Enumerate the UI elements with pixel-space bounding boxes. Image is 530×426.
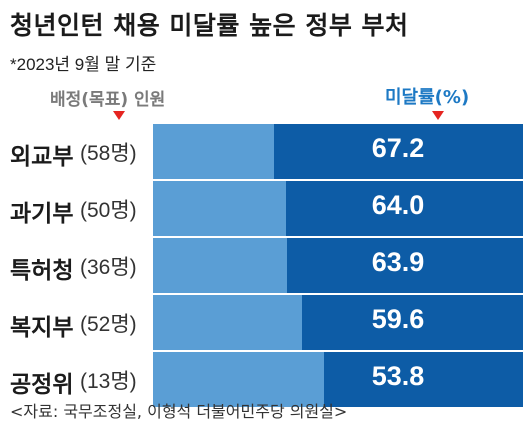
bar	[287, 238, 523, 293]
bar	[286, 181, 523, 236]
quota-label: (13명)	[80, 370, 137, 393]
bar	[274, 124, 523, 179]
data-label: 63.9	[371, 247, 425, 277]
source-note: <자료: 국무조정실, 이형석 더불어민주당 의원실>	[10, 402, 348, 421]
category-label: 복지부	[10, 315, 74, 341]
bar-track: 67.2	[153, 124, 523, 179]
rate-column-header: 미달률(%)	[385, 87, 470, 108]
data-label: 64.0	[371, 190, 425, 220]
quota-label: (50명)	[80, 199, 137, 222]
quota-label: (52명)	[80, 313, 137, 336]
bar-track: 53.8	[153, 352, 523, 407]
basis-note: *2023년 9월 말 기준	[10, 55, 157, 74]
quota-marker-icon	[113, 111, 125, 120]
chart-title: 청년인턴 채용 미달률 높은 정부 부처	[10, 11, 409, 40]
data-label: 59.6	[371, 304, 425, 334]
data-label: 53.8	[371, 361, 425, 391]
bar-row: 과기부 (50명) 64.0	[0, 181, 530, 236]
bar-track: 64.0	[153, 181, 523, 236]
category-label: 공정위	[10, 372, 74, 398]
bar-row: 복지부 (52명) 59.6	[0, 295, 530, 350]
bar-row: 외교부 (58명) 67.2	[0, 124, 530, 179]
bar-row: 특허청 (36명) 63.9	[0, 238, 530, 293]
bar-track: 63.9	[153, 238, 523, 293]
bar-rows: 외교부 (58명) 67.2 과기부 (50명) 64.0 특허청 (36명) 63.9 복지부 (…	[0, 124, 530, 409]
bar	[324, 352, 523, 407]
bar-row: 공정위 (13명) 53.8	[0, 352, 530, 407]
category-label: 특허청	[10, 258, 74, 284]
quota-label: (36명)	[80, 256, 137, 279]
data-label: 67.2	[371, 133, 425, 163]
category-label: 과기부	[10, 201, 74, 227]
quota-column-header: 배정(목표) 인원	[50, 90, 166, 110]
rate-marker-icon	[432, 111, 444, 120]
quota-label: (58명)	[80, 142, 137, 165]
bar	[302, 295, 523, 350]
bar-track: 59.6	[153, 295, 523, 350]
category-label: 외교부	[10, 144, 74, 170]
